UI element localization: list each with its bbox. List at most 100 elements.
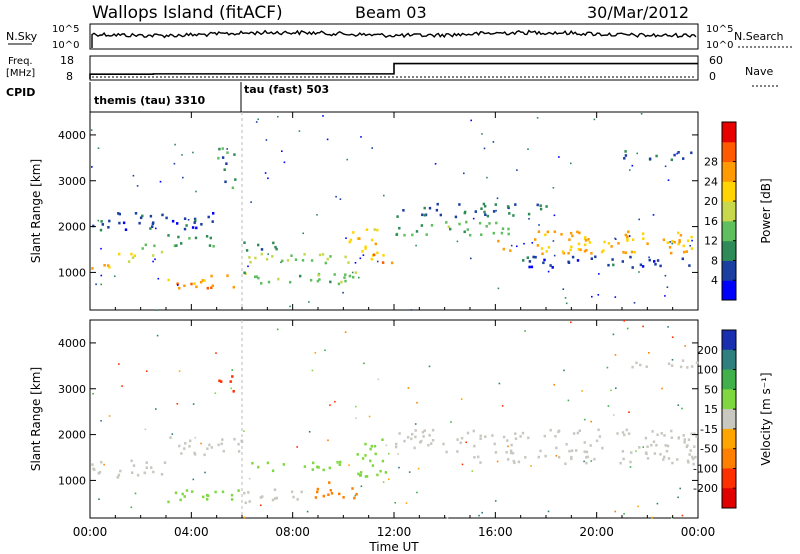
data-cell xyxy=(374,452,377,456)
scatter-cell xyxy=(100,247,102,250)
data-cell xyxy=(124,228,128,231)
data-cell xyxy=(92,224,95,228)
scatter-cell xyxy=(597,294,600,296)
data-cell xyxy=(281,259,284,263)
data-cell xyxy=(568,449,571,453)
data-cell xyxy=(225,162,228,165)
data-cell xyxy=(177,235,180,239)
data-cell xyxy=(492,231,495,235)
data-cell xyxy=(169,436,172,439)
data-cell xyxy=(469,233,472,237)
data-cell xyxy=(265,258,269,261)
data-cell xyxy=(679,365,683,369)
y-tick-label: 1000 xyxy=(58,266,86,279)
data-cell xyxy=(322,468,325,472)
scatter-cell xyxy=(345,237,347,239)
scatter-cell xyxy=(342,291,344,294)
data-cell xyxy=(108,266,111,269)
data-cell xyxy=(136,473,140,477)
data-cell xyxy=(435,208,439,212)
data-cell xyxy=(562,251,565,255)
data-cell xyxy=(203,453,206,457)
data-cell xyxy=(173,244,177,248)
power-panel: 1000 2000 3000 4000 Slant Range [km] 4 8 12 16… xyxy=(29,111,773,311)
data-cell xyxy=(260,282,263,285)
data-cell xyxy=(299,274,302,278)
scatter-cell xyxy=(615,387,617,389)
data-cell xyxy=(361,250,364,253)
data-cell xyxy=(356,237,360,240)
data-cell xyxy=(183,495,186,498)
data-cell xyxy=(195,226,198,230)
data-cell xyxy=(193,221,196,224)
data-cell xyxy=(514,437,518,440)
scatter-cell xyxy=(355,417,357,419)
data-cell xyxy=(107,226,110,229)
data-cell xyxy=(248,500,251,503)
data-cell xyxy=(584,239,588,242)
scatter-cell xyxy=(100,420,102,422)
noise-tick-low: 10^0 xyxy=(52,40,79,51)
data-cell xyxy=(364,247,367,250)
nsky-noise-line xyxy=(91,29,697,48)
data-cell xyxy=(579,248,582,252)
scatter-cell xyxy=(614,510,616,513)
scatter-cell xyxy=(98,498,100,500)
data-cell xyxy=(212,212,215,215)
data-cell xyxy=(339,460,342,464)
data-cell xyxy=(682,434,685,437)
data-cell xyxy=(678,240,681,244)
data-cell xyxy=(151,222,155,226)
freq-frame xyxy=(89,55,699,81)
scatter-cell xyxy=(281,150,283,152)
data-cell xyxy=(688,264,691,267)
data-cell xyxy=(413,446,416,450)
data-cell xyxy=(312,461,315,465)
scatter-cell xyxy=(516,169,518,171)
colorbar-segment xyxy=(722,122,736,143)
data-cell xyxy=(507,227,510,231)
data-cell xyxy=(480,233,483,236)
data-cell xyxy=(486,214,490,218)
colorbar-segment xyxy=(722,161,736,182)
data-cell xyxy=(226,274,229,277)
scatter-cell xyxy=(681,514,684,517)
data-cell xyxy=(411,432,414,436)
data-cell xyxy=(322,494,325,498)
data-cell xyxy=(414,435,417,439)
colorbar-tick-label: -100 xyxy=(693,462,718,475)
data-cell xyxy=(597,428,600,432)
scatter-cell xyxy=(97,147,100,149)
data-cell xyxy=(191,226,195,229)
data-cell xyxy=(207,494,210,498)
data-cell xyxy=(586,455,589,459)
data-cell xyxy=(629,460,632,464)
data-cell xyxy=(395,233,398,236)
data-cell xyxy=(248,256,251,259)
data-cell xyxy=(677,242,680,246)
data-cell xyxy=(570,245,573,249)
scatter-cell xyxy=(95,283,97,286)
scatter-cell xyxy=(308,431,311,433)
scatter-cell xyxy=(136,185,139,187)
colorbar-segment xyxy=(722,280,736,301)
data-cell xyxy=(211,220,214,223)
data-cell xyxy=(423,213,427,217)
velocity-y-ticks: 1000 2000 3000 4000 xyxy=(58,337,698,487)
data-cell xyxy=(209,236,212,240)
scatter-cell xyxy=(182,176,184,179)
data-cell xyxy=(571,234,574,238)
data-cell xyxy=(376,473,379,477)
data-cell xyxy=(543,258,546,262)
data-cell xyxy=(653,452,657,455)
data-cell xyxy=(257,465,260,469)
scatter-cell xyxy=(276,328,279,331)
data-cell xyxy=(118,212,121,216)
data-cell xyxy=(370,257,373,261)
scatter-cell xyxy=(629,169,631,171)
scatter-cell xyxy=(200,442,202,445)
data-cell xyxy=(610,245,613,248)
colorbar-segment xyxy=(722,260,736,281)
data-cell xyxy=(217,443,220,447)
data-cell xyxy=(593,457,596,461)
